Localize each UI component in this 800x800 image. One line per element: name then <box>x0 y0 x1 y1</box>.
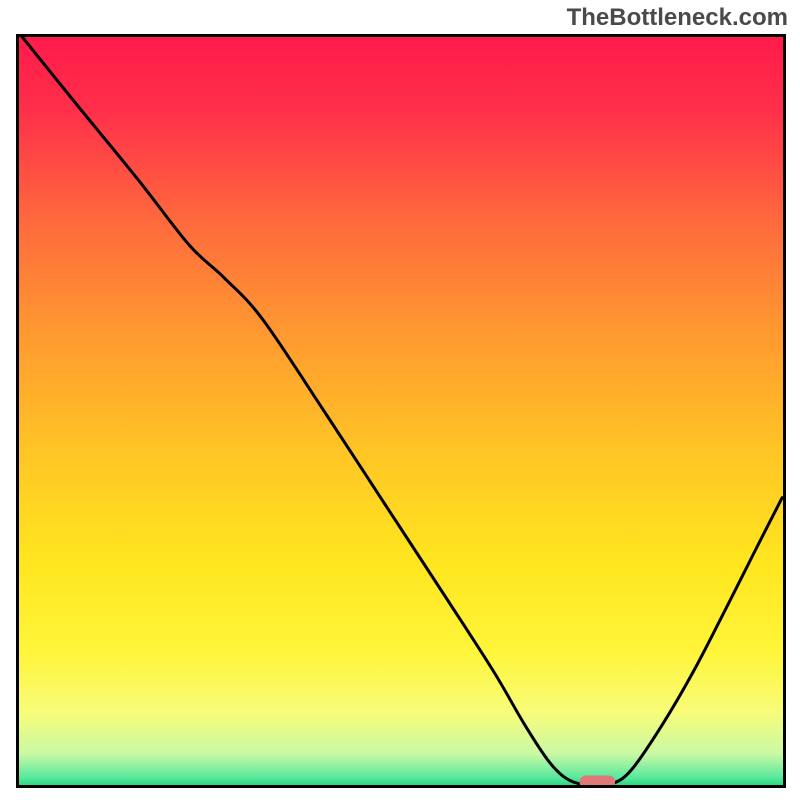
bottleneck-curve-chart <box>16 34 786 788</box>
chart-background <box>16 34 786 788</box>
plot-area <box>16 34 786 788</box>
watermark-label: TheBottleneck.com <box>567 4 788 32</box>
chart-container: TheBottleneck.com <box>0 0 800 800</box>
